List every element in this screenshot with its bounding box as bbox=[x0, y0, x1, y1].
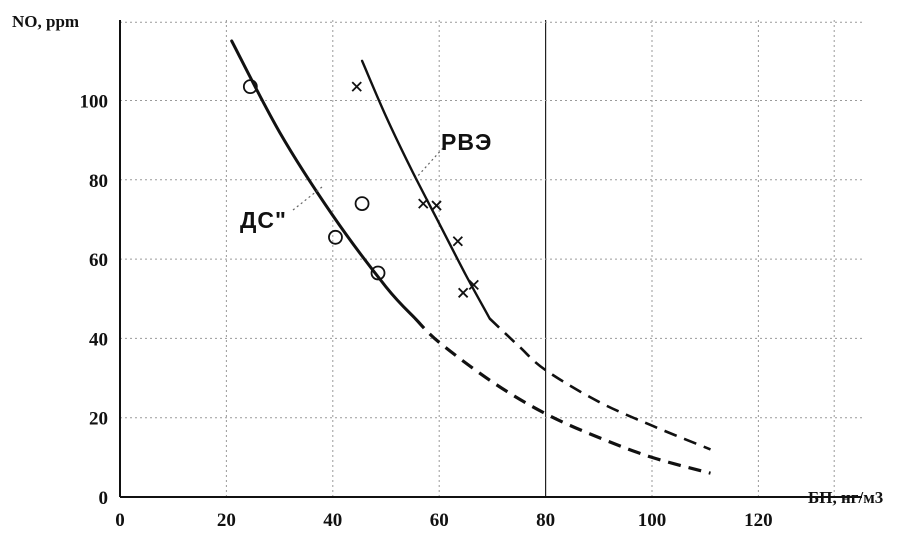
y-tick-label: 0 bbox=[99, 488, 109, 509]
data-point-cross bbox=[468, 279, 479, 291]
x-tick-label: 120 bbox=[744, 510, 773, 531]
y-tick-label: 80 bbox=[89, 171, 108, 192]
x-tick-label: 80 bbox=[536, 510, 555, 531]
series-rve-solid-curve bbox=[360, 59, 491, 320]
grid bbox=[120, 20, 862, 497]
data-point-cross bbox=[351, 81, 362, 92]
series-label-rve: РВЭ bbox=[441, 129, 492, 155]
y-tick-label: 40 bbox=[89, 329, 108, 350]
y-tick-label: 20 bbox=[89, 409, 108, 430]
data-point-circle bbox=[370, 265, 386, 281]
series-label-leader-rve bbox=[415, 147, 444, 179]
series-ds-dashed-curve bbox=[414, 317, 711, 475]
data-point-circle bbox=[354, 196, 370, 211]
series-curves bbox=[230, 39, 711, 475]
data-point-circle bbox=[328, 229, 343, 245]
series-rve-dashed-curve bbox=[488, 317, 711, 451]
y-axis-title: NO, ppm bbox=[12, 12, 79, 31]
data-point-circle bbox=[242, 79, 258, 95]
y-tick-label: 60 bbox=[89, 250, 108, 271]
x-tick-label: 100 bbox=[638, 510, 667, 531]
tick-labels: 0 20 40 60 80 100 120 0 20 40 60 80 100 bbox=[80, 92, 773, 532]
x-tick-label: 60 bbox=[430, 510, 449, 531]
data-point-cross bbox=[458, 287, 469, 298]
x-tick-label: 20 bbox=[217, 510, 236, 531]
series-ds-solid-curve bbox=[230, 39, 417, 321]
y-tick-label: 100 bbox=[80, 92, 109, 113]
x-axis-title: БП, нг/м3 bbox=[808, 488, 883, 507]
series-label-ds: ДС" bbox=[240, 207, 287, 233]
x-tick-label: 0 bbox=[115, 510, 125, 531]
x-tick-label: 40 bbox=[323, 510, 342, 531]
data-point-cross bbox=[431, 200, 442, 211]
series-label-leader-ds bbox=[292, 186, 323, 211]
data-point-cross bbox=[452, 236, 463, 247]
axes bbox=[119, 20, 862, 498]
data-point-cross bbox=[418, 198, 429, 209]
series-markers bbox=[242, 79, 479, 298]
